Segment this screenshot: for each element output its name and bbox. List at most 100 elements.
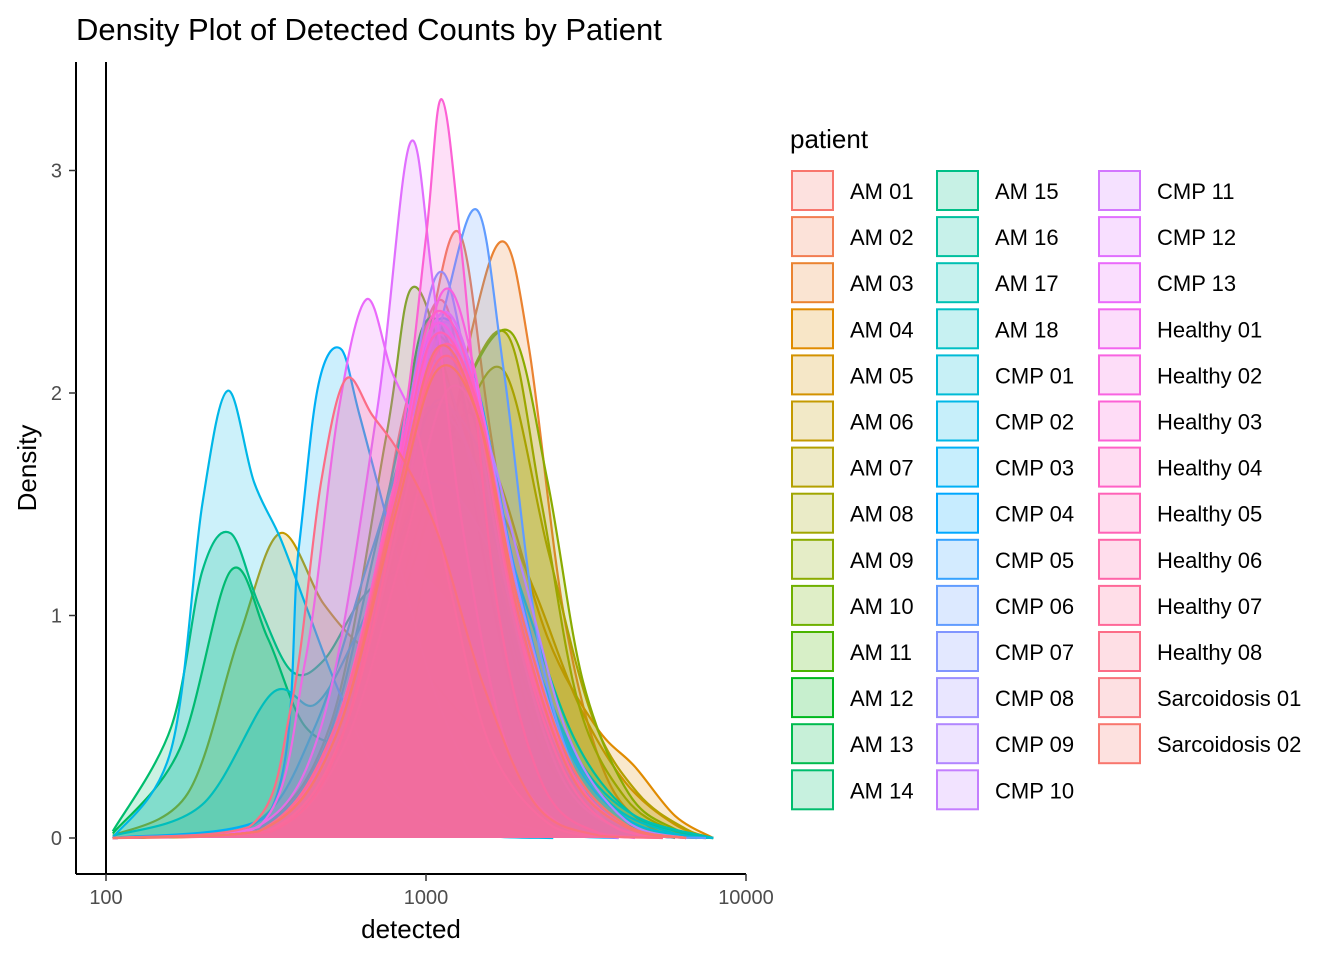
legend-key bbox=[936, 262, 979, 304]
legend-key bbox=[791, 308, 834, 350]
legend-key bbox=[1098, 262, 1141, 304]
legend-key bbox=[1098, 538, 1141, 580]
legend-key bbox=[1098, 584, 1141, 626]
density-area-cmp-12 bbox=[112, 140, 636, 839]
density-area-am-14 bbox=[112, 531, 697, 838]
density-area-am-18 bbox=[112, 406, 714, 838]
legend-label: AM 17 bbox=[995, 271, 1059, 296]
x-tick-label: 100 bbox=[89, 887, 122, 909]
legend-key bbox=[1098, 677, 1141, 719]
y-tick-label: 2 bbox=[51, 383, 62, 405]
legend-key bbox=[791, 631, 834, 672]
y-tick-label: 0 bbox=[51, 828, 62, 850]
legend-key bbox=[936, 492, 979, 534]
density-line-cmp-03 bbox=[112, 346, 619, 840]
legend-label: AM 06 bbox=[850, 410, 914, 435]
density-area-cmp-09 bbox=[112, 385, 687, 838]
legend-key bbox=[791, 723, 834, 765]
density-line-healthy-03 bbox=[112, 98, 663, 840]
legend-key bbox=[1098, 400, 1141, 442]
legend-key bbox=[791, 400, 834, 442]
y-tick-label: 3 bbox=[51, 161, 62, 183]
legend-key bbox=[936, 769, 979, 811]
legend-label: Healthy 06 bbox=[1157, 548, 1262, 573]
legend-label: CMP 09 bbox=[995, 732, 1074, 757]
legend-label: AM 07 bbox=[850, 456, 914, 481]
density-line-healthy-02 bbox=[112, 287, 687, 840]
legend-label: CMP 10 bbox=[995, 778, 1074, 803]
legend-key bbox=[936, 308, 979, 350]
legend-label: Healthy 07 bbox=[1157, 594, 1262, 619]
legend-key bbox=[791, 216, 834, 258]
legend-key bbox=[936, 354, 979, 396]
legend-label: AM 18 bbox=[995, 317, 1059, 342]
density-line-cmp-13 bbox=[112, 298, 619, 840]
density-area-am-03 bbox=[112, 241, 707, 838]
legend-key bbox=[1098, 354, 1141, 396]
legend-key bbox=[936, 584, 979, 626]
density-area-sarcoidosis-02 bbox=[112, 365, 687, 838]
legend-label: CMP 04 bbox=[995, 502, 1074, 527]
legend-label: AM 09 bbox=[850, 548, 914, 573]
legend-key bbox=[791, 492, 834, 534]
legend-label: Healthy 01 bbox=[1157, 317, 1262, 342]
density-area-am-12 bbox=[112, 317, 676, 838]
chart-title: Density Plot of Detected Counts by Patie… bbox=[76, 12, 662, 47]
legend-label: Sarcoidosis 02 bbox=[1157, 732, 1301, 757]
legend-label: AM 11 bbox=[850, 640, 912, 665]
legend-key bbox=[936, 170, 979, 211]
legend-label: CMP 07 bbox=[995, 640, 1074, 665]
density-areas bbox=[111, 98, 714, 840]
legend-key bbox=[791, 677, 834, 719]
legend-key bbox=[791, 354, 834, 396]
x-axis-label: detected bbox=[361, 914, 461, 944]
legend-key bbox=[1098, 492, 1141, 534]
legend-key bbox=[791, 262, 834, 304]
legend-label: CMP 03 bbox=[995, 456, 1074, 481]
legend-key bbox=[1098, 723, 1141, 765]
legend-label: CMP 13 bbox=[1157, 271, 1236, 296]
legend-key bbox=[791, 170, 834, 211]
legend-key bbox=[936, 216, 979, 258]
legend-label: CMP 05 bbox=[995, 548, 1074, 573]
legend-label: AM 15 bbox=[995, 179, 1059, 204]
legend-label: AM 05 bbox=[850, 363, 914, 388]
legend-key bbox=[791, 584, 834, 626]
legend-key bbox=[1098, 631, 1141, 672]
legend-key bbox=[936, 538, 979, 580]
density-area-am-10 bbox=[112, 286, 714, 838]
legend-key bbox=[791, 538, 834, 580]
legend-key bbox=[1098, 170, 1141, 211]
legend-label: Healthy 02 bbox=[1157, 363, 1262, 388]
legend-key bbox=[936, 677, 979, 719]
density-line-cmp-02 bbox=[111, 389, 554, 840]
legend-key bbox=[1098, 216, 1141, 258]
density-area-sarcoidosis-01 bbox=[112, 345, 687, 838]
density-area-cmp-07 bbox=[112, 271, 687, 838]
legend-title: patient bbox=[790, 124, 869, 154]
legend-label: AM 16 bbox=[995, 225, 1059, 250]
legend-items: AM 01 AM 02 AM 03 AM 04 AM 05 AM 06 AM 07 AM 08… bbox=[791, 170, 1301, 811]
legend-key bbox=[936, 631, 979, 672]
density-line-sarcoidosis-02 bbox=[112, 364, 687, 840]
density-line-am-14 bbox=[111, 530, 697, 840]
density-area-healthy-07 bbox=[112, 355, 687, 838]
density-area-cmp-13 bbox=[112, 298, 619, 838]
legend-label: CMP 02 bbox=[995, 410, 1074, 435]
legend-key bbox=[936, 400, 979, 442]
legend-label: AM 02 bbox=[850, 225, 914, 250]
x-tick-label: 10000 bbox=[718, 887, 774, 909]
legend-label: AM 13 bbox=[850, 732, 914, 757]
legend-label: Healthy 05 bbox=[1157, 502, 1262, 527]
legend-label: AM 01 bbox=[850, 179, 914, 204]
density-area-healthy-06 bbox=[112, 343, 687, 838]
density-area-am-13 bbox=[112, 567, 697, 838]
legend-key bbox=[936, 723, 979, 765]
legend-label: AM 03 bbox=[850, 271, 914, 296]
density-line-cmp-06 bbox=[112, 208, 707, 840]
x-tick-label: 1000 bbox=[404, 887, 449, 909]
legend-key bbox=[1098, 446, 1141, 488]
y-ticks: 0 1 2 3 bbox=[51, 161, 76, 850]
density-line-healthy-08 bbox=[112, 376, 663, 840]
